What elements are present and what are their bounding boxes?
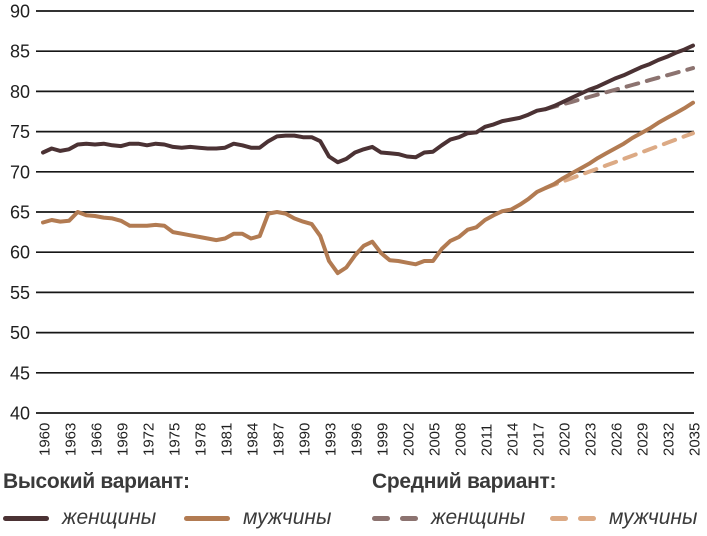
- y-axis-tick-label: 40: [10, 404, 30, 424]
- x-axis-tick-label: 1984: [245, 423, 262, 456]
- x-axis-tick-label: 2020: [557, 423, 574, 456]
- dash-segment: [578, 515, 596, 521]
- legend-high-variant: Высокий вариант: женщины мужчины: [3, 470, 331, 530]
- legend-label-women-high: женщины: [62, 506, 157, 529]
- y-axis-tick-label: 55: [10, 283, 30, 303]
- x-axis-tick-label: 1960: [37, 423, 54, 456]
- women-medium-dashed-swatch: [372, 515, 418, 521]
- y-axis-tick-label: 80: [10, 82, 30, 102]
- x-axis-tick-label: 1981: [219, 423, 236, 456]
- x-axis-tick-label: 2008: [453, 423, 470, 456]
- dash-segment: [372, 515, 390, 521]
- x-axis-tick-label: 1993: [323, 423, 340, 456]
- legend-label-men-high: мужчины: [243, 506, 332, 529]
- x-axis-tick-label: 2026: [609, 423, 626, 456]
- y-axis-tick-label: 70: [10, 162, 30, 182]
- women-high-line-swatch: [3, 515, 49, 521]
- x-axis-tick-label: 1963: [63, 423, 80, 456]
- series-line-women-high: [41, 43, 695, 165]
- y-axis-tick-label: 50: [10, 323, 30, 343]
- x-axis-tick-label: 1975: [167, 423, 184, 456]
- x-axis-tick-label: 2029: [635, 423, 652, 456]
- dash-segment: [550, 515, 568, 521]
- legend-medium-variant: Средний вариант: женщины мужчины: [372, 470, 697, 530]
- series-line-men-medium: [543, 131, 695, 190]
- series-line-women-medium: [543, 66, 695, 112]
- x-axis-tick-label: 1978: [193, 423, 210, 456]
- x-axis-tick-label: 1996: [349, 423, 366, 456]
- dash-segment: [400, 515, 418, 521]
- y-axis-tick-label: 90: [10, 2, 30, 22]
- legend-label-women-medium: женщины: [431, 506, 526, 529]
- x-axis-tick-label: 2032: [661, 423, 678, 456]
- x-axis-tick-label: 1972: [141, 423, 158, 456]
- x-axis-tick-label: 2023: [583, 423, 600, 456]
- legend-medium-title: Средний вариант:: [372, 470, 557, 493]
- x-axis-tick-label: 1966: [89, 423, 106, 456]
- y-axis-tick-label: 75: [10, 122, 30, 142]
- x-axis-tick-label: 2017: [531, 423, 548, 456]
- y-axis-tick-label: 65: [10, 203, 30, 223]
- x-axis-tick-label: 2011: [479, 424, 496, 456]
- x-axis-tick-label: 1990: [297, 423, 314, 456]
- series-line-men-high: [41, 100, 695, 276]
- x-axis-tick-label: 2002: [401, 423, 418, 456]
- men-high-line-swatch: [184, 515, 230, 521]
- legend-label-men-medium: мужчины: [609, 506, 698, 529]
- x-axis-tick-label: 2005: [427, 423, 444, 456]
- chart-plot-area: 90 85 80 75 70 65 60 55 50 45 40 1960 1963 1966 1969 19…: [10, 2, 704, 457]
- x-axis-tick-label: 2014: [505, 423, 522, 456]
- y-axis-tick-label: 45: [10, 363, 30, 383]
- x-axis-tick-label: 1987: [271, 423, 288, 456]
- y-axis-tick-label: 85: [10, 42, 30, 62]
- x-axis-tick-label: 2035: [687, 423, 704, 456]
- legend-high-title: Высокий вариант:: [3, 470, 190, 493]
- y-axis-tick-label: 60: [10, 243, 30, 263]
- x-axis-tick-label: 1969: [115, 423, 132, 456]
- x-axis-tick-label: 1999: [375, 423, 392, 456]
- men-medium-dashed-swatch: [550, 515, 596, 521]
